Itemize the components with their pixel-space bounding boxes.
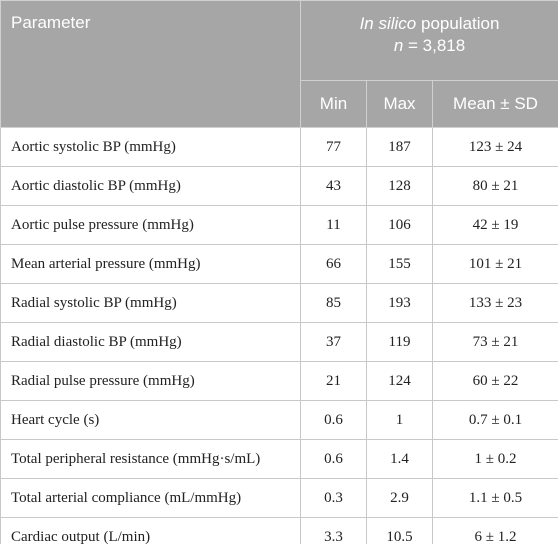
value-cell: 187 [366, 127, 433, 167]
table-row: Aortic diastolic BP (mmHg) 43 128 80 ± 21 [0, 166, 558, 206]
value-cell: 2.9 [366, 478, 433, 518]
table-row: Cardiac output (L/min) 3.3 10.5 6 ± 1.2 [0, 517, 558, 544]
value-cell: 106 [366, 205, 433, 245]
value-cell: 11 [300, 205, 367, 245]
parameter-cell: Aortic pulse pressure (mmHg) [0, 205, 301, 245]
parameter-cell: Radial systolic BP (mmHg) [0, 283, 301, 323]
table-row: Heart cycle (s) 0.6 1 0.7 ± 0.1 [0, 400, 558, 440]
column-header: Min [300, 80, 367, 128]
value-cell: 85 [300, 283, 367, 323]
value-cell: 0.6 [300, 400, 367, 440]
value-cell: 66 [300, 244, 367, 284]
parameter-cell: Total peripheral resistance (mmHg·s/mL) [0, 439, 301, 479]
value-cell: 37 [300, 322, 367, 362]
parameter-cell: Total arterial compliance (mL/mmHg) [0, 478, 301, 518]
value-cell: 60 ± 22 [431, 361, 558, 401]
value-cell: 101 ± 21 [431, 244, 558, 284]
column-header: Max [366, 80, 433, 128]
value-cell: 128 [366, 166, 433, 206]
value-cell: 0.6 [300, 439, 367, 479]
table-row: Aortic pulse pressure (mmHg) 11 106 42 ± 19 [0, 205, 558, 245]
parameter-cell: Cardiac output (L/min) [0, 517, 301, 544]
value-cell: 43 [300, 166, 367, 206]
value-cell: 1 [366, 400, 433, 440]
header-cell: Parameter [0, 0, 301, 128]
header-text: population [420, 14, 500, 33]
table-row: Radial pulse pressure (mmHg) 21 124 60 ± 22 [0, 361, 558, 401]
header-italic: In silico [359, 14, 417, 33]
value-cell: 3.3 [300, 517, 367, 544]
column-header: Mean ± SD [431, 80, 558, 128]
value-cell: 0.7 ± 0.1 [431, 400, 558, 440]
parameter-cell: Aortic systolic BP (mmHg) [0, 127, 301, 167]
value-cell: 21 [300, 361, 367, 401]
header-text: = 3,818 [408, 36, 466, 55]
value-cell: 77 [300, 127, 367, 167]
parameter-cell: Radial pulse pressure (mmHg) [0, 361, 301, 401]
value-cell: 10.5 [366, 517, 433, 544]
value-cell: 119 [366, 322, 433, 362]
value-cell: 133 ± 23 [431, 283, 558, 323]
table-row: Total arterial compliance (mL/mmHg) 0.3 2.… [0, 478, 558, 518]
table-row: Total peripheral resistance (mmHg·s/mL) 0… [0, 439, 558, 479]
parameter-cell: Radial diastolic BP (mmHg) [0, 322, 301, 362]
group-header: In silico population n = 3,818 [299, 0, 558, 81]
table-row: Radial systolic BP (mmHg) 85 193 133 ± 23 [0, 283, 558, 323]
value-cell: 1.4 [366, 439, 433, 479]
value-cell: 123 ± 24 [431, 127, 558, 167]
parameter-cell: Aortic diastolic BP (mmHg) [0, 166, 301, 206]
value-cell: 73 ± 21 [431, 322, 558, 362]
parameter-cell: Heart cycle (s) [0, 400, 301, 440]
value-cell: 1 ± 0.2 [431, 439, 558, 479]
value-cell: 1.1 ± 0.5 [431, 478, 558, 518]
parameter-cell: Mean arterial pressure (mmHg) [0, 244, 301, 284]
value-cell: 155 [366, 244, 433, 284]
value-cell: 42 ± 19 [431, 205, 558, 245]
value-cell: 0.3 [300, 478, 367, 518]
value-cell: 80 ± 21 [431, 166, 558, 206]
value-cell: 193 [366, 283, 433, 323]
table-row: Aortic systolic BP (mmHg) 77 187 123 ± 24 [0, 127, 558, 167]
value-cell: 6 ± 1.2 [431, 517, 558, 544]
header-italic: n [393, 36, 404, 55]
value-cell: 124 [366, 361, 433, 401]
table-row: Radial diastolic BP (mmHg) 37 119 73 ± 21 [0, 322, 558, 362]
table-row: Mean arterial pressure (mmHg) 66 155 101 ± … [0, 244, 558, 284]
